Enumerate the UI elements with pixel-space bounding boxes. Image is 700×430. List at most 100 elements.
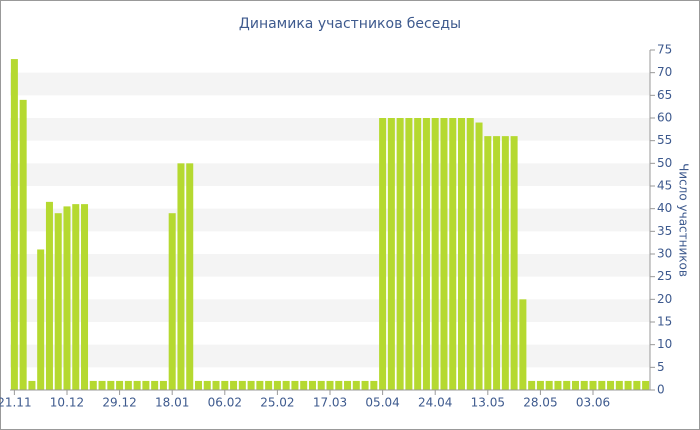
bar — [335, 380, 343, 390]
bar — [571, 380, 579, 390]
bar — [317, 380, 325, 390]
bar — [615, 380, 623, 390]
bar — [300, 380, 308, 390]
bar — [308, 380, 316, 390]
bar — [89, 380, 97, 390]
x-tick-label: 06.02 — [208, 396, 242, 410]
bar — [194, 380, 202, 390]
y-tick-label: 75 — [657, 43, 672, 57]
x-tick-label: 25.02 — [260, 396, 294, 410]
bar — [63, 206, 71, 390]
x-tick-label: 13.05 — [471, 396, 505, 410]
bar — [107, 380, 115, 390]
bar — [352, 380, 360, 390]
bar — [142, 380, 150, 390]
bar — [116, 380, 124, 390]
bar — [449, 118, 457, 390]
x-tick-label: 29.12 — [102, 396, 136, 410]
y-tick-label: 20 — [657, 292, 672, 306]
bar — [510, 136, 518, 390]
grid-band — [10, 72, 650, 96]
bar — [563, 380, 571, 390]
bar — [633, 380, 641, 390]
bar — [598, 380, 606, 390]
grid-band — [10, 254, 650, 277]
bar — [387, 118, 395, 390]
bar — [580, 380, 588, 390]
bar — [230, 380, 238, 390]
bar — [151, 380, 159, 390]
bar — [72, 204, 80, 390]
y-tick-label: 70 — [657, 65, 672, 79]
bar — [177, 163, 185, 390]
bar — [466, 118, 474, 390]
bar — [554, 380, 562, 390]
x-tick-label: 24.04 — [418, 396, 452, 410]
bar — [256, 380, 264, 390]
x-tick-label: 18.01 — [155, 396, 189, 410]
x-tick-label: 17.03 — [313, 396, 347, 410]
bar — [536, 380, 544, 390]
y-tick-label: 5 — [657, 360, 665, 374]
bar — [282, 380, 290, 390]
bar — [54, 213, 62, 390]
bar — [501, 136, 509, 390]
bar — [493, 136, 501, 390]
bar — [379, 118, 387, 390]
bar — [545, 380, 553, 390]
bar — [133, 380, 141, 390]
bar — [519, 299, 527, 390]
bar — [45, 201, 53, 390]
bar — [642, 380, 650, 390]
bar — [265, 380, 273, 390]
bar — [212, 380, 220, 390]
x-tick-label: 03.06 — [576, 396, 610, 410]
bar — [361, 380, 369, 390]
bar — [81, 204, 89, 390]
bar — [414, 118, 422, 390]
x-tick-label: 05.04 — [365, 396, 399, 410]
bar — [186, 163, 194, 390]
y-tick-label: 30 — [657, 247, 672, 261]
bar — [344, 380, 352, 390]
bar — [528, 380, 536, 390]
bar — [475, 122, 483, 391]
x-tick-label: 21.11 — [0, 396, 32, 410]
bar — [422, 118, 430, 390]
grid-band — [10, 344, 650, 368]
bar — [291, 380, 299, 390]
bar — [484, 136, 492, 390]
bar — [405, 118, 413, 390]
bar — [28, 380, 36, 390]
y-tick-label: 35 — [657, 224, 672, 238]
bar — [159, 380, 167, 390]
bar — [396, 118, 404, 390]
bar — [247, 380, 255, 390]
bar — [221, 380, 229, 390]
grid-band — [10, 118, 650, 141]
bar — [238, 380, 246, 390]
y-tick-label: 0 — [657, 383, 665, 397]
grid-band — [10, 299, 650, 322]
bar — [273, 380, 281, 390]
y-tick-label: 60 — [657, 111, 672, 125]
x-tick-label: 10.12 — [50, 396, 84, 410]
chart-title: Динамика участников беседы — [239, 16, 461, 32]
bar — [370, 380, 378, 390]
grid-band — [10, 163, 650, 186]
y-tick-label: 10 — [657, 337, 672, 351]
y-tick-label: 25 — [657, 269, 672, 283]
bar — [624, 380, 632, 390]
bar — [37, 249, 45, 390]
bar — [98, 380, 106, 390]
bar — [589, 380, 597, 390]
x-tick-label: 28.05 — [523, 396, 557, 410]
y-tick-label: 40 — [657, 201, 672, 215]
bar — [168, 213, 176, 390]
bar — [440, 118, 448, 390]
y-tick-label: 45 — [657, 179, 672, 193]
grid-band — [10, 208, 650, 232]
y-axis-label: Число участников — [677, 163, 691, 277]
bar — [431, 118, 439, 390]
